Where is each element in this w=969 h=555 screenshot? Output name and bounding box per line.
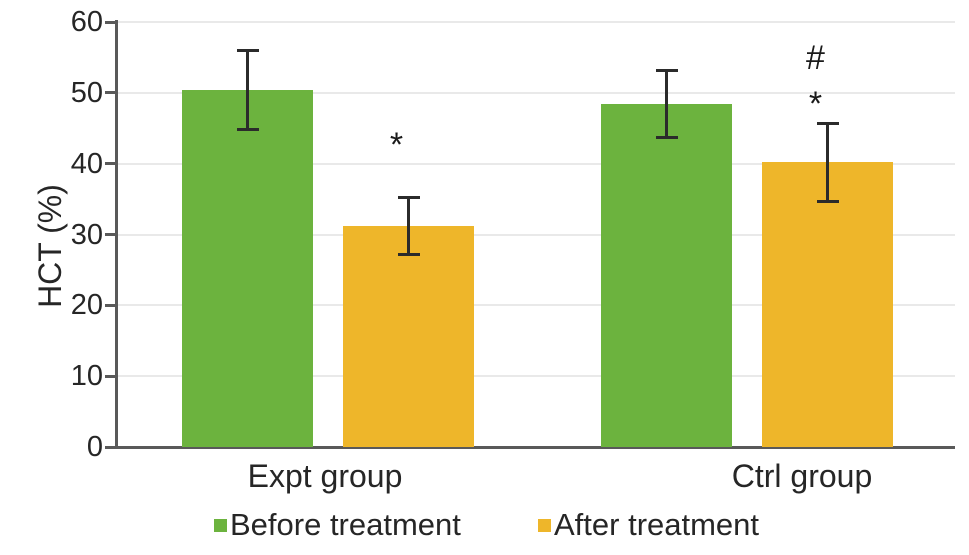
legend-label-before-treatment: Before treatment [230, 507, 461, 542]
x-axis-line [105, 446, 955, 449]
bar-before-treatment-expt-group [182, 90, 313, 447]
gridline-50 [117, 91, 955, 94]
bar-after-treatment-expt-group [343, 226, 474, 447]
y-tick-mark-50 [105, 91, 117, 95]
y-tick-label-10: 10 [70, 360, 103, 393]
y-tick-label-0: 0 [86, 431, 103, 463]
legend-item-after-treatment: After treatment [538, 506, 759, 544]
y-tick-label-20: 20 [70, 289, 103, 322]
y-axis-line [115, 20, 118, 449]
error-bar-whisker-after-treatment-ctrl-group [826, 121, 829, 203]
x-axis-label-ctrl-group: Ctrl group [731, 458, 873, 494]
error-bar-cap-bottom-after-treatment-expt-group [397, 252, 420, 256]
gridline-20 [117, 304, 955, 307]
significance-marker-ctrl-group-hash: # [806, 39, 825, 77]
legend-swatch-after-treatment [538, 518, 551, 532]
error-bar-whisker-before-treatment-expt-group [246, 48, 249, 132]
error-bar-cap-bottom-after-treatment-ctrl-group [816, 199, 839, 203]
gridline-10 [117, 375, 955, 378]
y-tick-label-30: 30 [70, 218, 103, 251]
error-bar-cap-top-after-treatment-ctrl-group [816, 121, 839, 125]
bar-after-treatment-ctrl-group [762, 162, 893, 447]
bar-before-treatment-ctrl-group [601, 104, 732, 447]
error-bar-whisker-after-treatment-expt-group [407, 196, 410, 256]
error-bar-cap-bottom-before-treatment-ctrl-group [655, 135, 678, 139]
legend-swatch-before-treatment [214, 518, 227, 532]
error-bar-cap-top-before-treatment-expt-group [236, 48, 259, 52]
error-bar-cap-bottom-before-treatment-expt-group [236, 128, 259, 132]
y-tick-label-60: 60 [70, 6, 103, 38]
gridline-60 [117, 21, 955, 23]
y-tick-mark-40 [105, 162, 117, 166]
y-tick-label-50: 50 [70, 76, 103, 109]
error-bar-cap-top-after-treatment-expt-group [397, 196, 420, 200]
y-tick-label-40: 40 [70, 147, 103, 180]
gridline-40 [117, 162, 955, 165]
legend-item-before-treatment: Before treatment [214, 506, 461, 544]
y-tick-mark-30 [105, 233, 117, 236]
significance-marker-expt-group-asterisk: * [389, 126, 404, 164]
significance-marker-ctrl-group-asterisk: * [808, 85, 823, 123]
y-tick-mark-10 [105, 374, 117, 378]
x-axis-label-expt-group: Expt group [247, 458, 403, 494]
y-tick-mark-20 [105, 303, 117, 307]
error-bar-cap-top-before-treatment-ctrl-group [655, 69, 678, 73]
legend-label-after-treatment: After treatment [554, 507, 760, 542]
gridline-30 [117, 233, 955, 236]
y-tick-mark-60 [105, 20, 117, 24]
error-bar-whisker-before-treatment-ctrl-group [665, 69, 668, 139]
